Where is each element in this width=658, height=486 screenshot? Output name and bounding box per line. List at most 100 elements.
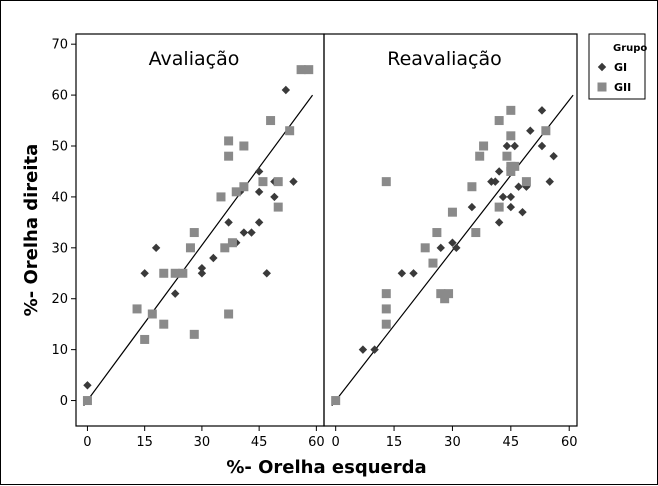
data-point-gii (216, 192, 226, 202)
data-point-gii (521, 177, 531, 187)
y-tick-label: 30 (51, 241, 68, 256)
data-point-gii (189, 228, 199, 238)
data-point-gi (281, 85, 291, 95)
y-axis-title: %- Orelha direita (21, 144, 42, 317)
data-point-gii (231, 187, 241, 197)
data-point-gi (358, 345, 368, 354)
x-tick-label: 45 (503, 435, 520, 450)
data-point-gi (467, 202, 477, 212)
data-point-gi (197, 269, 207, 278)
data-point-gi (197, 263, 207, 273)
y-tick-label: 40 (51, 190, 68, 205)
data-point-gii (159, 319, 169, 329)
data-point-gii (444, 289, 454, 299)
y-tick-label: 20 (51, 292, 68, 307)
data-point-gi (224, 218, 233, 227)
data-point-gi (494, 218, 504, 227)
data-point-gii (475, 151, 485, 161)
data-point-gii (140, 334, 150, 344)
data-point-gii (506, 131, 516, 141)
data-point-gii (185, 243, 195, 253)
data-point-gii (494, 202, 504, 212)
panel-frame (323, 33, 578, 427)
x-tick-label: 60 (561, 435, 578, 450)
data-point-gii (502, 151, 512, 161)
data-point-gi (254, 218, 264, 227)
data-point-gi (254, 167, 264, 176)
legend-marker-square (597, 82, 607, 92)
data-point-gi (151, 243, 161, 253)
data-point-gii (170, 268, 180, 278)
data-point-gi (209, 253, 218, 263)
data-point-gii (224, 151, 234, 161)
data-point-gii (381, 319, 391, 329)
data-point-gii (506, 105, 516, 115)
data-point-gi (397, 269, 407, 278)
legend: Grupo GI GII (588, 33, 647, 100)
data-point-gi (510, 141, 519, 151)
data-point-gii (447, 207, 457, 217)
x-tick-label: 30 (444, 435, 461, 450)
x-tick-label: 0 (332, 435, 340, 450)
legend-label: GI (614, 61, 627, 74)
panel-avaliacao: Avaliação 0 15 30 45 60 (75, 33, 325, 450)
data-point-gi (491, 177, 500, 186)
data-point-gi (514, 182, 523, 191)
data-point-gi (83, 381, 92, 390)
data-point-gi (502, 141, 512, 151)
legend-items: GI GII (597, 61, 631, 94)
data-point-gi (409, 269, 418, 278)
data-point-gii (428, 258, 438, 268)
x-axis-title: %- Orelha esquerda (226, 457, 426, 478)
data-point-gi (254, 187, 264, 197)
data-point-gii (420, 243, 430, 253)
panel-title: Avaliação (149, 48, 240, 70)
data-point-gii (494, 116, 504, 126)
fit-line (331, 94, 574, 407)
data-point-gii (436, 289, 446, 299)
data-point-gii (381, 304, 391, 314)
data-point-gii (506, 166, 516, 176)
data-point-gi (140, 269, 149, 278)
panel-reavaliacao: Reavaliação 0 15 30 45 60 (323, 33, 578, 450)
data-point-gii (266, 116, 276, 126)
data-point-gii (273, 202, 283, 212)
data-point-gi (498, 192, 508, 202)
data-point-gii (510, 161, 520, 171)
data-point-gi (494, 167, 504, 176)
y-tick-label: 0 (60, 394, 68, 409)
data-point-gi (448, 238, 457, 247)
data-point-gii (296, 65, 306, 75)
x-tick-label: 30 (194, 435, 211, 450)
y-tick-label: 50 (51, 140, 68, 155)
y-tick-label: 60 (51, 89, 68, 104)
data-point-gi (526, 126, 535, 135)
data-point-gi (506, 192, 516, 202)
x-tick-label: 0 (83, 435, 91, 450)
data-point-gii (471, 228, 481, 238)
data-point-gii (159, 268, 169, 278)
data-point-gii (381, 177, 391, 187)
data-point-gii (147, 309, 157, 319)
data-point-gii (467, 182, 477, 192)
data-point-gii (381, 289, 391, 299)
data-point-gii (239, 141, 249, 151)
data-point-gii (331, 396, 341, 406)
data-point-gii (258, 177, 268, 187)
data-point-gii (440, 294, 450, 304)
data-point-gii (220, 243, 230, 253)
data-point-gi (289, 177, 298, 186)
data-point-gii (189, 329, 199, 339)
data-point-gii (82, 396, 92, 406)
data-point-gii (227, 238, 237, 248)
data-point-gii (304, 65, 314, 75)
data-point-gi (537, 141, 547, 151)
fit-line (83, 94, 314, 406)
data-point-gi (549, 151, 558, 161)
data-point-gii (432, 228, 442, 238)
data-point-gi (436, 243, 445, 253)
x-tick-label: 45 (251, 435, 268, 450)
data-point-gii (273, 177, 283, 187)
